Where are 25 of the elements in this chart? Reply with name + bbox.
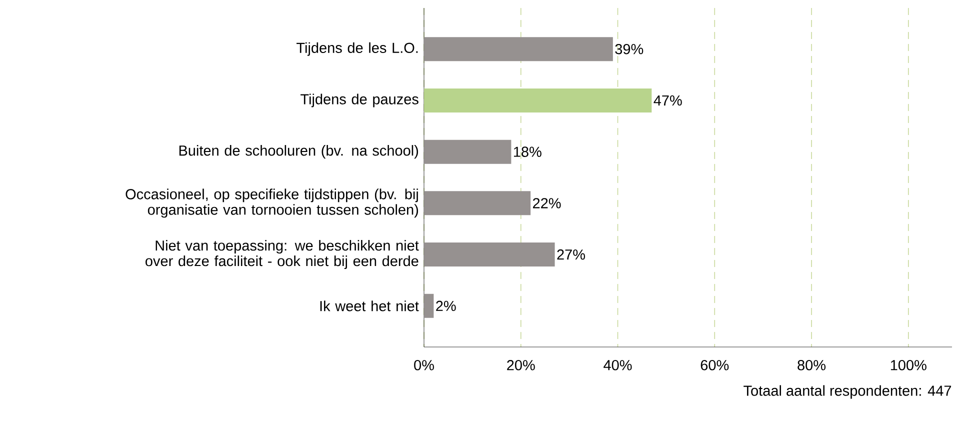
x-tick-label: 0% xyxy=(414,360,434,370)
bar xyxy=(424,88,652,112)
x-tick-label: 20% xyxy=(507,360,535,370)
bar xyxy=(424,191,531,216)
bar xyxy=(424,37,613,62)
x-tick-label: 60% xyxy=(700,360,729,370)
x-tick-label: 100% xyxy=(890,360,926,370)
x-tick-label: 80% xyxy=(798,360,826,370)
data-label: 27% xyxy=(557,249,585,260)
y-tick-label: Buiten de schooluren (bv. na school) xyxy=(179,145,418,159)
text: Totaal aantal respondenten: 447 xyxy=(744,385,952,399)
data-label: 22% xyxy=(533,198,561,208)
y-tick-label: Ik weet het niet xyxy=(320,300,419,312)
data-label: 39% xyxy=(615,44,644,54)
data-label: 47% xyxy=(654,95,682,106)
bar xyxy=(424,140,512,164)
y-tick-label: Occasioneel, op specifieke tijdstippen (bv. bij organisatie van tornooien tussen scholen) xyxy=(126,188,418,218)
x-tick-label: 40% xyxy=(604,360,632,370)
bar xyxy=(424,242,555,267)
bar xyxy=(424,294,434,318)
y-tick-label: Tijdens de pauzes xyxy=(300,94,418,108)
y-tick-label: Niet van toepassing: we beschikken niet over deze faciliteit - ook niet bij een derde xyxy=(146,240,419,270)
data-label: 18% xyxy=(514,146,542,157)
y-tick-label: Tijdens de les L.O. xyxy=(296,42,418,56)
data-label: 2% xyxy=(436,300,456,311)
